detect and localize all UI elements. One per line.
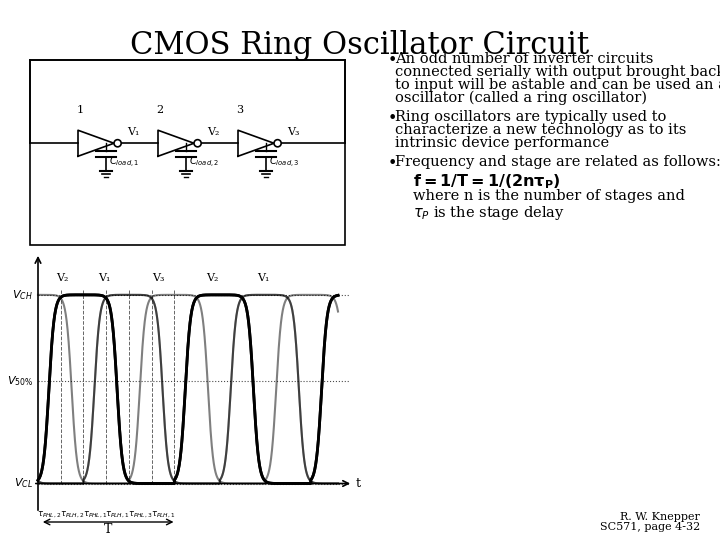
Bar: [30, 60, 345, 245]
Text: 3: 3: [236, 105, 243, 115]
Text: $\tau_{PHL,3}$: $\tau_{PHL,3}$: [128, 510, 153, 520]
Text: intrinsic device performance: intrinsic device performance: [395, 136, 609, 150]
Text: •: •: [388, 52, 397, 69]
Circle shape: [114, 140, 121, 147]
Text: V₂: V₂: [207, 127, 220, 137]
Text: $\tau_{PHL,1}$: $\tau_{PHL,1}$: [83, 510, 107, 520]
Text: $\tau_{PLH,1}$: $\tau_{PLH,1}$: [150, 510, 175, 520]
Text: V₁: V₁: [257, 273, 269, 283]
Text: $C_{load,1}$: $C_{load,1}$: [109, 156, 140, 170]
Text: 1: 1: [76, 105, 84, 115]
Text: 2: 2: [156, 105, 163, 115]
Text: V₂: V₂: [206, 273, 218, 283]
Text: V₁: V₁: [98, 273, 110, 283]
Text: $\tau_{PLH,2}$: $\tau_{PLH,2}$: [60, 510, 84, 520]
Text: connected serially with output brought back: connected serially with output brought b…: [395, 65, 720, 79]
Circle shape: [274, 140, 282, 147]
Text: where n is the number of stages and: where n is the number of stages and: [413, 189, 685, 203]
Text: V₃: V₃: [287, 127, 300, 137]
Text: An odd number of inverter circuits: An odd number of inverter circuits: [395, 52, 653, 66]
Text: V₂: V₂: [56, 273, 68, 283]
Text: •: •: [388, 110, 397, 127]
Text: $\tau_{PLH,1}$: $\tau_{PLH,1}$: [105, 510, 130, 520]
Text: V₃: V₃: [152, 273, 164, 283]
Text: •: •: [388, 155, 397, 172]
Text: $\mathbf{f = 1/T = 1/(2n\tau_P)}$: $\mathbf{f = 1/T = 1/(2n\tau_P)}$: [413, 172, 561, 191]
Text: Ring oscillators are typically used to: Ring oscillators are typically used to: [395, 110, 667, 124]
Text: $V_{CL}$: $V_{CL}$: [14, 477, 33, 490]
Text: T: T: [104, 523, 112, 536]
Text: V₁: V₁: [127, 127, 140, 137]
Text: $V_{CH}$: $V_{CH}$: [12, 288, 33, 302]
Text: $V_{50\%}$: $V_{50\%}$: [6, 374, 33, 388]
Circle shape: [194, 140, 201, 147]
Text: $C_{load,3}$: $C_{load,3}$: [269, 156, 300, 170]
Text: SC571, page 4-32: SC571, page 4-32: [600, 522, 700, 532]
Text: R. W. Knepper: R. W. Knepper: [620, 512, 700, 522]
Text: $\tau_P$ is the stage delay: $\tau_P$ is the stage delay: [413, 204, 565, 222]
Text: Frequency and stage are related as follows:: Frequency and stage are related as follo…: [395, 155, 720, 169]
Text: CMOS Ring Oscillator Circuit: CMOS Ring Oscillator Circuit: [130, 30, 590, 61]
Text: oscillator (called a ring oscillator): oscillator (called a ring oscillator): [395, 91, 647, 105]
Text: t: t: [356, 477, 361, 490]
Text: characterize a new technology as to its: characterize a new technology as to its: [395, 123, 686, 137]
Text: $C_{load,2}$: $C_{load,2}$: [189, 156, 220, 170]
Text: to input will be astable and can be used an an: to input will be astable and can be used…: [395, 78, 720, 92]
Text: $\tau_{PHL,2}$: $\tau_{PHL,2}$: [37, 510, 62, 520]
